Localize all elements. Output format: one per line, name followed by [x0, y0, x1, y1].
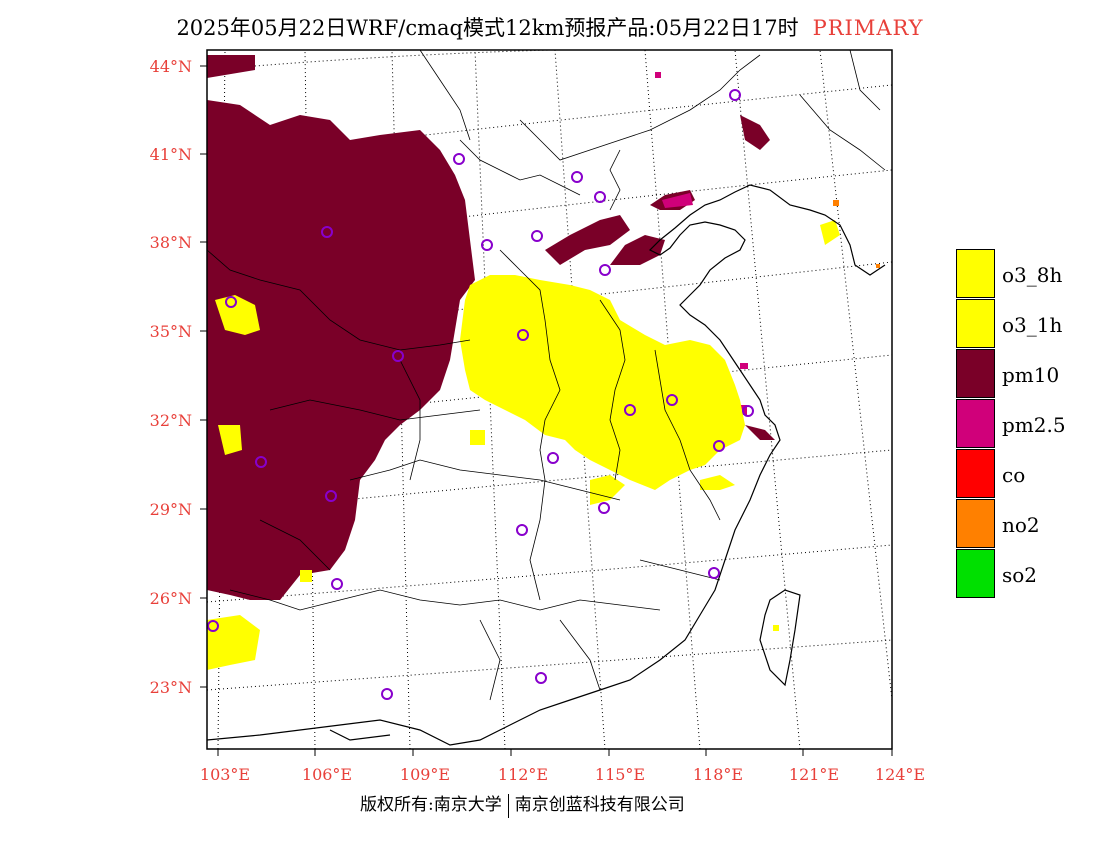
pm10-regions	[207, 55, 775, 600]
lon-label: 115°E	[595, 765, 645, 784]
lat-label: 29°N	[150, 500, 192, 519]
legend-swatch	[956, 399, 995, 448]
lat-label: 35°N	[150, 322, 192, 341]
legend-label: so2	[1002, 563, 1038, 587]
axis-ticks	[200, 65, 893, 756]
legend-label: pm10	[1002, 363, 1060, 387]
copyright-right: 南京创蓝科技有限公司	[514, 795, 685, 815]
lon-label: 109°E	[400, 765, 450, 784]
lon-label: 118°E	[693, 765, 743, 784]
title-main: 2025年05月22日WRF/cmaq模式12km预报产品:05月22日17时	[176, 16, 799, 40]
lat-label: 26°N	[150, 589, 192, 608]
legend-swatch	[956, 499, 995, 548]
lat-label: 23°N	[150, 678, 192, 697]
legend-swatch	[956, 449, 995, 498]
legend-label: o3_8h	[1002, 263, 1063, 287]
latitude-labels: 44°N 41°N 38°N 35°N 32°N 29°N 26°N 23°N	[150, 57, 192, 697]
title-tag: PRIMARY	[812, 16, 924, 40]
copyright-footer: 版权所有:南京大学 南京创蓝科技有限公司	[360, 790, 685, 818]
footer-divider	[507, 793, 509, 818]
legend-swatch	[956, 249, 995, 298]
legend-label: no2	[1002, 513, 1040, 537]
lat-label: 32°N	[150, 411, 192, 430]
lat-label: 44°N	[150, 57, 192, 76]
legend-swatch	[956, 549, 995, 598]
lon-label: 124°E	[875, 765, 925, 784]
lon-label: 106°E	[302, 765, 352, 784]
lon-label: 112°E	[498, 765, 548, 784]
station-markers	[207, 89, 754, 700]
map-frame	[206, 49, 893, 750]
coastline	[207, 184, 886, 746]
legend-label: pm2.5	[1002, 413, 1066, 437]
lon-label: 103°E	[200, 765, 250, 784]
legend-label: o3_1h	[1002, 313, 1063, 337]
map-title: 2025年05月22日WRF/cmaq模式12km预报产品:05月22日17时 P…	[0, 12, 1100, 42]
legend-label: co	[1002, 463, 1026, 487]
lat-label: 38°N	[150, 233, 192, 252]
lat-label: 41°N	[150, 145, 192, 164]
no2-regions	[833, 200, 880, 268]
province-boundaries	[207, 50, 886, 701]
lon-label: 121°E	[789, 765, 839, 784]
legend-swatch	[956, 349, 995, 398]
copyright-left: 版权所有:南京大学	[360, 795, 502, 815]
map-plot-area	[207, 50, 892, 749]
legend-swatch	[956, 299, 995, 348]
longitude-labels: 103°E 106°E 109°E 112°E 115°E 118°E 121°…	[200, 765, 925, 784]
